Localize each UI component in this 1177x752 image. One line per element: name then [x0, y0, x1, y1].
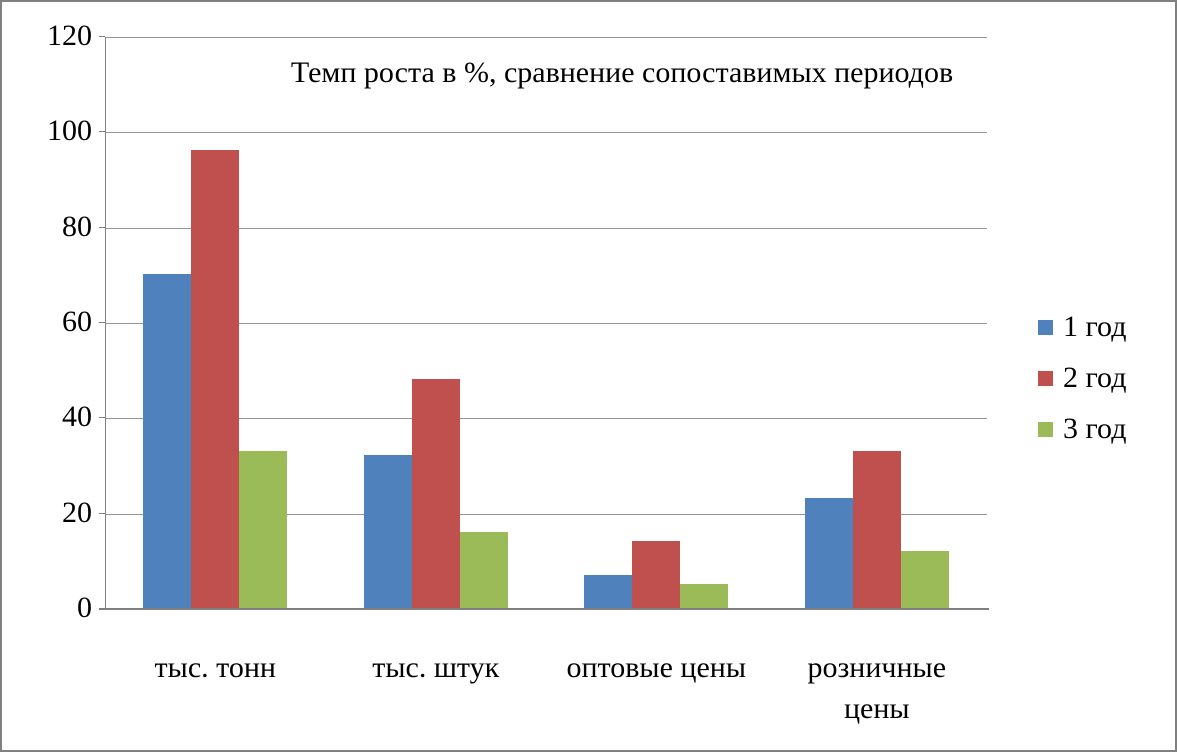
- legend-marker-icon: [1038, 421, 1053, 437]
- x-cat-label-1: тыс. тонн: [154, 651, 276, 684]
- x-axis-line: [99, 608, 989, 610]
- gridline-y-40: [105, 418, 987, 420]
- y-tick-mark-100: [99, 131, 105, 133]
- x-cat-label-3: оптовые цены: [566, 651, 747, 684]
- plot-area: [105, 37, 987, 609]
- chart-title: Темп роста в %, сравнение сопоставимых п…: [290, 56, 954, 89]
- y-tick-label-60: 60: [62, 305, 92, 338]
- y-tick-mark-0: [99, 608, 105, 609]
- bar-2-год-cat3: [632, 541, 681, 608]
- bar-3-год-cat3: [680, 584, 729, 608]
- legend-item-3: 3 год: [1038, 409, 1126, 449]
- y-tick-mark-60: [99, 322, 105, 323]
- gridline-y-20: [105, 513, 987, 515]
- y-tick-mark-80: [99, 226, 105, 228]
- bar-1-год-cat2: [363, 455, 412, 608]
- y-tick-label-40: 40: [62, 400, 92, 434]
- gridline-y-80: [105, 227, 987, 229]
- bar-1-год-cat1: [143, 274, 192, 608]
- x-cat-label-2: тыс. штук: [372, 651, 500, 684]
- y-axis-line: [105, 37, 106, 609]
- gridline-y-60: [105, 323, 987, 324]
- bar-1-год-cat4: [804, 498, 853, 608]
- legend-label: 1 год: [1063, 310, 1127, 343]
- bar-1-год-cat3: [584, 574, 633, 608]
- bar-2-год-cat2: [411, 379, 460, 608]
- bar-3-год-cat4: [900, 550, 949, 608]
- y-tick-label-120: 120: [47, 19, 92, 52]
- bar-2-год-cat1: [191, 150, 240, 608]
- legend-label: 2 год: [1063, 361, 1127, 394]
- x-cat-label-4: розничные цены: [807, 651, 947, 725]
- bar-3-год-cat1: [239, 450, 288, 608]
- legend-marker-icon: [1038, 319, 1053, 335]
- legend-item-1: 1 год: [1038, 307, 1126, 347]
- bar-3-год-cat2: [459, 531, 508, 608]
- legend: 1 год 2 год 3 год: [1038, 307, 1126, 460]
- y-tick-mark-120: [99, 36, 105, 37]
- legend-item-2: 2 год: [1038, 358, 1126, 398]
- y-tick-label-20: 20: [62, 495, 92, 529]
- y-tick-label-100: 100: [47, 114, 92, 148]
- legend-label: 3 год: [1063, 412, 1127, 445]
- bar-2-год-cat4: [852, 450, 901, 608]
- y-tick-label-80: 80: [62, 209, 92, 243]
- y-tick-mark-20: [99, 512, 105, 514]
- legend-marker-icon: [1038, 370, 1053, 386]
- gridline-y-100: [105, 132, 987, 134]
- y-tick-label-0: 0: [77, 591, 92, 624]
- gridline-y-120: [105, 37, 987, 38]
- y-tick-mark-40: [99, 417, 105, 419]
